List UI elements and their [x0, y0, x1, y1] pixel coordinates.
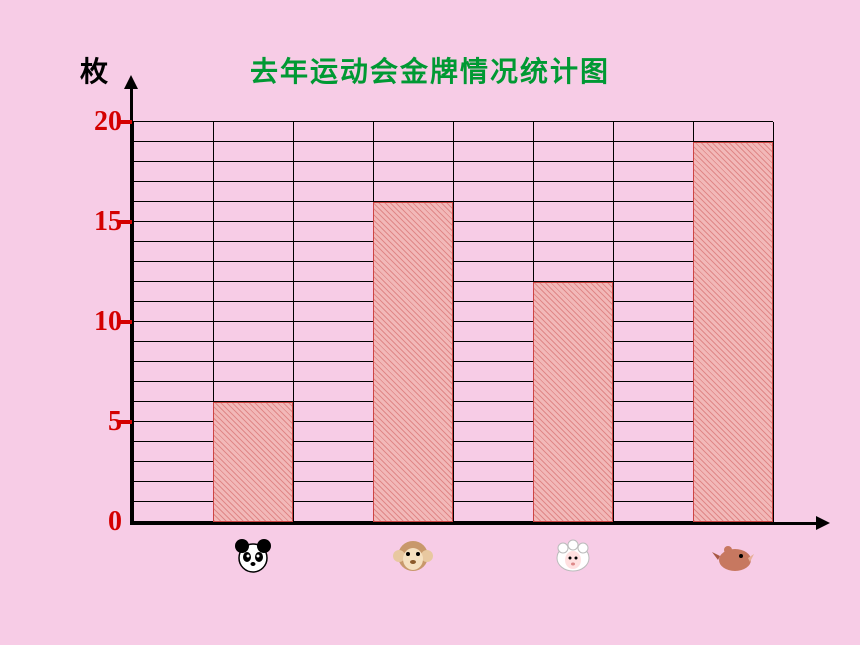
y-axis-unit-label: 枚 [80, 50, 108, 90]
sheep-icon [548, 530, 598, 580]
y-tick-mark [118, 220, 132, 224]
grid-line-vertical [133, 122, 134, 522]
y-tick-mark [118, 320, 132, 324]
y-tick-label: 20 [72, 106, 122, 138]
chart-title: 去年运动会金牌情况统计图 [250, 50, 610, 90]
x-axis-line [130, 522, 820, 525]
grid-line-vertical [453, 122, 454, 522]
chart-container: 去年运动会金牌情况统计图 枚 0 5 10 15 20 [70, 50, 810, 610]
panda-icon [228, 530, 278, 580]
bar-sheep [533, 282, 613, 522]
y-tick-label: 0 [72, 506, 122, 538]
bar-monkey [373, 202, 453, 522]
y-tick-mark [118, 120, 132, 124]
grid-line-vertical [293, 122, 294, 522]
y-tick-label: 15 [72, 206, 122, 238]
plot-area [133, 122, 773, 522]
y-tick-mark [118, 420, 132, 424]
bar-rhino [693, 142, 773, 522]
y-tick-label: 10 [72, 306, 122, 338]
y-tick-label: 5 [72, 406, 122, 438]
rhino-icon [708, 530, 758, 580]
grid-line-vertical [613, 122, 614, 522]
bar-panda [213, 402, 293, 522]
grid-line-vertical [773, 122, 774, 522]
monkey-icon [388, 530, 438, 580]
